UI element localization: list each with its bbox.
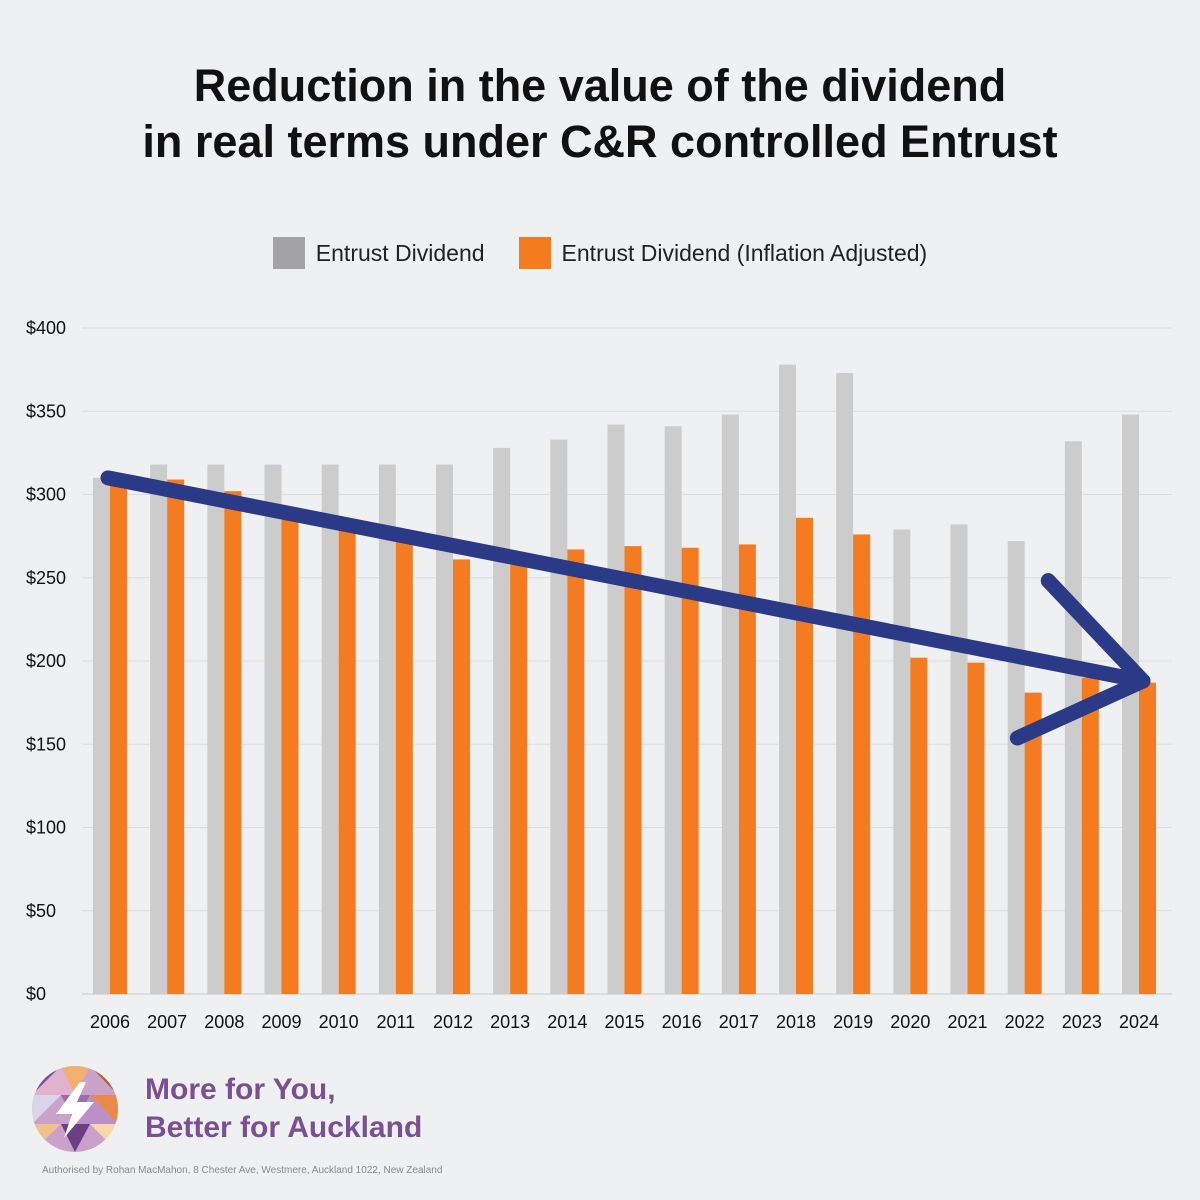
bar-nominal bbox=[721, 414, 739, 995]
arrow-shaft bbox=[100, 470, 1151, 689]
x-axis-ticks: 2006 2007 2008 2009 2010 2011 2012 2013 2014 2015… bbox=[90, 1012, 1159, 1032]
brand-block: More for You, Better for Auckland bbox=[32, 1066, 422, 1152]
bar-adjusted bbox=[681, 547, 699, 994]
bar-adjusted bbox=[910, 657, 928, 994]
y-tick-label: $50 bbox=[26, 901, 56, 921]
bar-adjusted bbox=[796, 517, 813, 994]
bar-nominal bbox=[321, 464, 339, 994]
arrow-head bbox=[1009, 573, 1151, 746]
bar-nominal bbox=[664, 426, 682, 994]
bar-nominal bbox=[378, 464, 396, 994]
bar-adjusted bbox=[567, 549, 585, 994]
legend: Entrust Dividend Entrust Dividend (Infla… bbox=[0, 237, 1200, 269]
trend-arrow bbox=[100, 470, 1151, 746]
x-tick-label: 2014 bbox=[547, 1012, 587, 1032]
y-tick-label: $400 bbox=[26, 318, 66, 338]
legend-label-nominal: Entrust Dividend bbox=[315, 239, 485, 266]
legend-swatch-adjusted bbox=[518, 237, 551, 269]
y-tick-label: $150 bbox=[26, 734, 66, 754]
bar-adjusted bbox=[1024, 692, 1042, 994]
legend-swatch-nominal bbox=[272, 237, 305, 269]
bar-nominal bbox=[1122, 414, 1139, 995]
x-tick-label: 2023 bbox=[1062, 1012, 1102, 1032]
x-tick-label: 2019 bbox=[833, 1012, 873, 1032]
bar-adjusted bbox=[167, 479, 185, 994]
bar-nominal bbox=[93, 477, 110, 995]
x-tick-label: 2008 bbox=[204, 1012, 244, 1032]
bar-adjusted bbox=[1139, 682, 1156, 994]
bar-adjusted bbox=[224, 491, 242, 994]
x-tick-label: 2018 bbox=[776, 1012, 816, 1032]
x-tick-label: 2022 bbox=[1005, 1012, 1045, 1032]
bar-adjusted bbox=[1081, 677, 1099, 994]
bar-nominal bbox=[836, 372, 854, 995]
bar-nominal bbox=[264, 464, 282, 994]
y-tick-label: $250 bbox=[26, 568, 66, 588]
x-tick-label: 2007 bbox=[147, 1012, 187, 1032]
x-tick-label: 2009 bbox=[261, 1012, 301, 1032]
bar-nominal bbox=[150, 464, 168, 994]
title-line-2: in real terms under C&R controlled Entru… bbox=[142, 116, 1058, 167]
x-tick-label: 2020 bbox=[890, 1012, 930, 1032]
bar-adjusted bbox=[281, 509, 299, 994]
bar-nominal bbox=[550, 439, 568, 994]
lightning-bolt-mosaic-logo-icon bbox=[32, 1066, 118, 1152]
y-tick-label: $350 bbox=[26, 401, 66, 421]
x-tick-label: 2021 bbox=[947, 1012, 987, 1032]
x-tick-label: 2006 bbox=[90, 1012, 130, 1032]
x-tick-label: 2011 bbox=[376, 1012, 415, 1032]
bar-chart: $0$50$100$150$200$250$300$350$400 2006 20… bbox=[26, 318, 1172, 1032]
bar-adjusted bbox=[338, 524, 356, 994]
bar-nominal bbox=[893, 529, 911, 994]
x-tick-label: 2010 bbox=[319, 1012, 359, 1032]
bar-nominal bbox=[207, 464, 225, 994]
y-tick-label: $200 bbox=[26, 651, 66, 671]
title-line-1: Reduction in the value of the dividend bbox=[193, 60, 1007, 111]
legend-item-nominal: Entrust Dividend bbox=[272, 237, 485, 269]
bar-adjusted bbox=[738, 544, 756, 994]
brand-line-1: More for You, bbox=[145, 1073, 336, 1106]
bar-adjusted bbox=[510, 561, 528, 994]
legend-item-adjusted: Entrust Dividend (Inflation Adjusted) bbox=[518, 237, 928, 269]
y-tick-label: $300 bbox=[26, 485, 66, 505]
bar-adjusted bbox=[624, 546, 642, 994]
legend-label-adjusted: Entrust Dividend (Inflation Adjusted) bbox=[561, 239, 928, 266]
bar-adjusted bbox=[967, 662, 985, 994]
bar-nominal bbox=[607, 424, 625, 994]
y-tick-label: $0 bbox=[26, 984, 46, 1004]
x-tick-label: 2013 bbox=[490, 1012, 530, 1032]
brand-line-2: Better for Auckland bbox=[145, 1111, 423, 1144]
bar-adjusted bbox=[453, 559, 470, 994]
bar-adjusted bbox=[853, 534, 871, 994]
y-tick-label: $100 bbox=[26, 818, 66, 838]
bar-nominal bbox=[493, 447, 511, 994]
bar-nominal bbox=[436, 464, 453, 994]
bar-adjusted bbox=[395, 537, 413, 994]
bar-nominal bbox=[779, 364, 796, 994]
y-axis-ticks: $0 $50 $100 $150 $200 $250 $300 $350 $400 bbox=[26, 318, 66, 1004]
bar-adjusted bbox=[110, 481, 127, 994]
x-tick-label: 2024 bbox=[1119, 1012, 1159, 1032]
x-tick-label: 2015 bbox=[604, 1012, 644, 1032]
authorisation-statement: Authorised by Rohan MacMahon, 8 Chester … bbox=[42, 1165, 443, 1176]
bar-nominal bbox=[1007, 541, 1025, 994]
x-tick-label: 2017 bbox=[719, 1012, 759, 1032]
chart-title: Reduction in the value of the dividend i… bbox=[0, 58, 1200, 170]
brand-slogan: More for You, Better for Auckland bbox=[145, 1071, 422, 1147]
bar-nominal bbox=[950, 524, 968, 994]
bars bbox=[93, 364, 1156, 995]
x-tick-label: 2016 bbox=[662, 1012, 702, 1032]
x-tick-label: 2012 bbox=[433, 1012, 473, 1032]
